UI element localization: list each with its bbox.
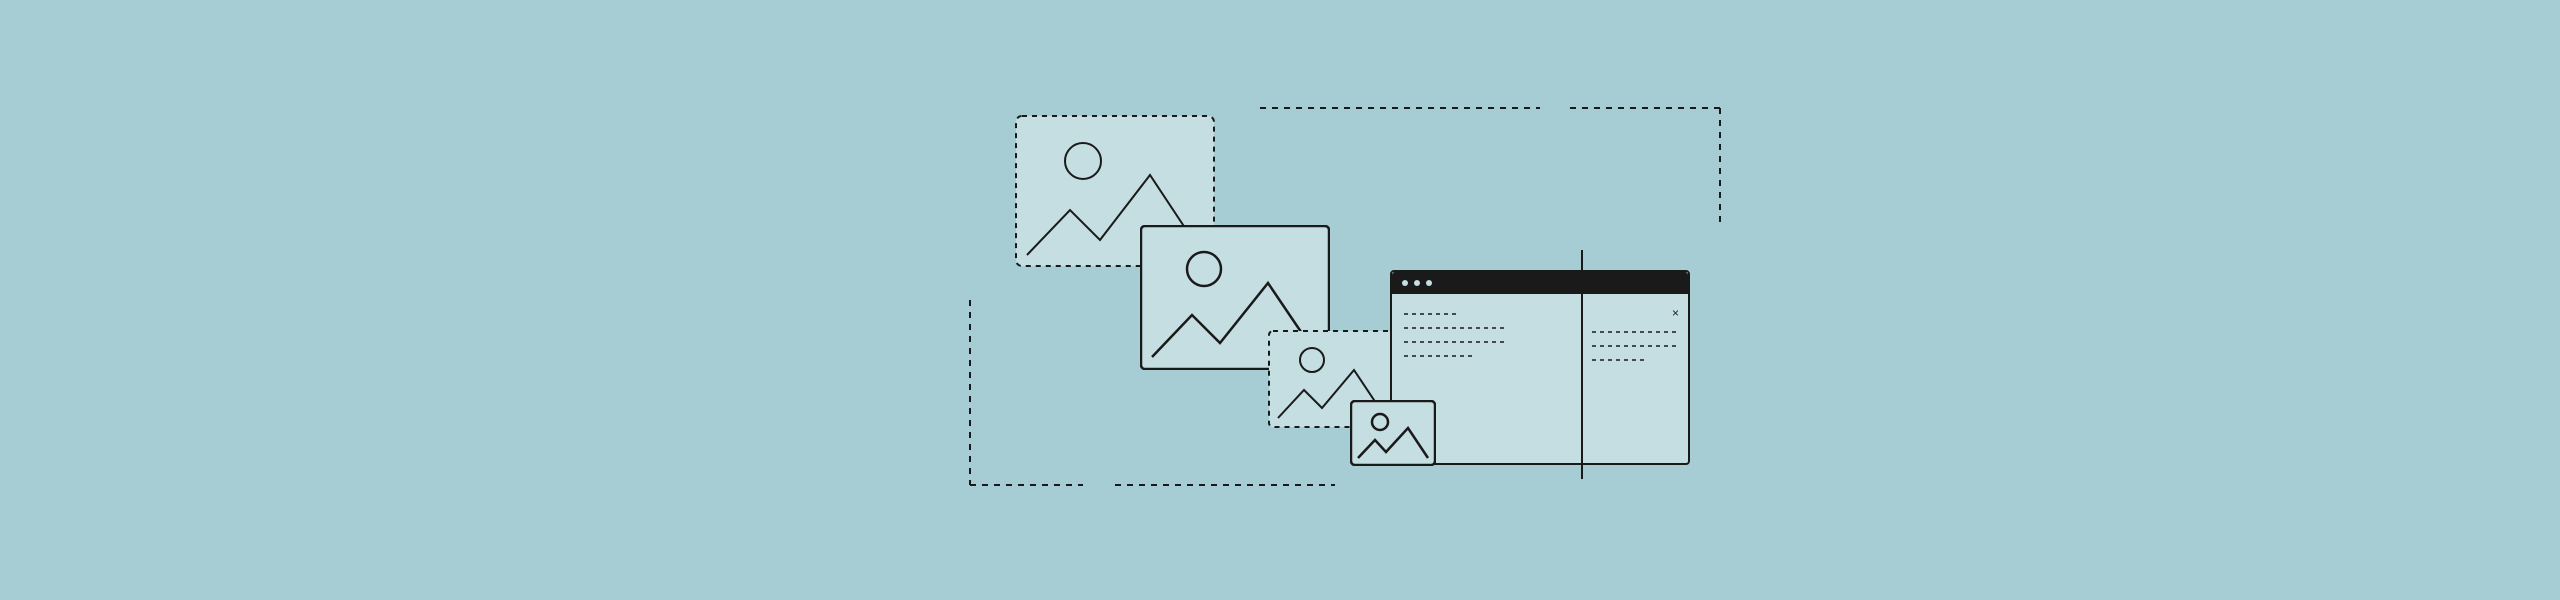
close-icon: ×	[1672, 307, 1679, 319]
illustration-canvas: ×	[0, 0, 2560, 600]
browser-content	[1392, 250, 1692, 479]
image-placeholder-icon	[1350, 400, 1436, 466]
image-placeholder-card	[1350, 400, 1436, 466]
